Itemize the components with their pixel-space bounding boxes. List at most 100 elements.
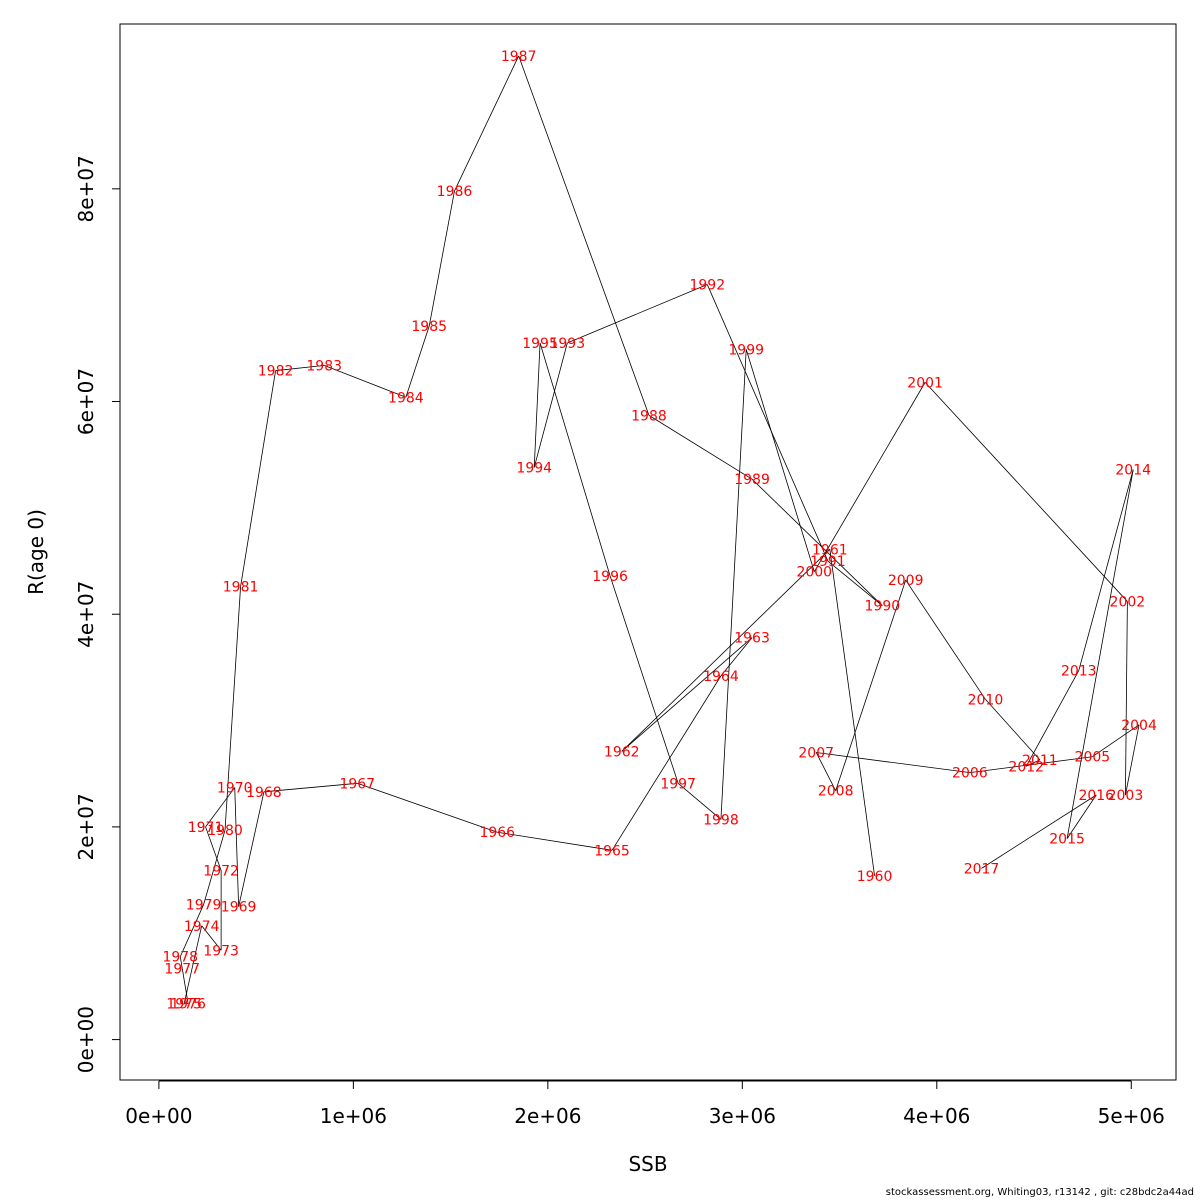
point-label-1993: 1993 (549, 336, 585, 352)
point-label-2011: 2011 (1022, 753, 1058, 769)
y-tick-label: 0e+00 (74, 1006, 98, 1073)
point-label-1990: 1990 (865, 599, 901, 615)
point-label-1995: 1995 (522, 336, 558, 352)
point-label-2000: 2000 (796, 565, 832, 581)
point-label-1991: 1991 (810, 554, 846, 570)
x-tick-label: 4e+06 (903, 1104, 970, 1128)
x-tick-label: 1e+06 (320, 1104, 387, 1128)
point-label-2015: 2015 (1049, 832, 1085, 848)
point-label-1968: 1968 (246, 785, 282, 801)
path-segment-1960-1961 (829, 549, 875, 876)
path-segment-1968-1969 (238, 791, 265, 907)
path-segment-1999-2000 (745, 349, 815, 572)
point-label-1974: 1974 (184, 919, 220, 935)
path-segment-2016-2017 (981, 794, 1097, 869)
path-segment-1978-1979 (179, 904, 204, 957)
path-segment-1985-1986 (428, 190, 455, 327)
x-tick-label: 0e+00 (125, 1104, 192, 1128)
path-segment-2004-2005 (1092, 724, 1140, 758)
path-segment-1974-1975 (183, 925, 203, 1004)
point-label-1986: 1986 (437, 184, 473, 200)
path-segment-1962-1963 (621, 637, 753, 752)
point-label-1978: 1978 (162, 950, 198, 966)
path-segment-2002-2003 (1125, 601, 1128, 796)
path-segment-1976-1977 (181, 968, 189, 1004)
point-label-2006: 2006 (952, 766, 988, 782)
path-segment-1970-1971 (205, 787, 236, 828)
x-tick-label: 5e+06 (1098, 1104, 1165, 1128)
point-label-1964: 1964 (703, 669, 739, 685)
point-label-1960: 1960 (857, 869, 893, 885)
path-segment-1981-1982 (240, 370, 276, 587)
y-tick-label: 2e+07 (74, 793, 98, 860)
point-label-1982: 1982 (258, 364, 294, 380)
point-label-1965: 1965 (594, 843, 630, 859)
point-label-1973: 1973 (203, 943, 239, 959)
path-segment-1982-1983 (275, 364, 325, 372)
point-label-2005: 2005 (1075, 750, 1111, 766)
point-label-1983: 1983 (306, 358, 342, 374)
path-segment-1986-1987 (454, 55, 520, 192)
path-segment-1973-1974 (201, 925, 222, 951)
point-label-1985: 1985 (411, 319, 447, 335)
point-label-2002: 2002 (1110, 594, 1146, 610)
path-segment-2000-2001 (813, 382, 926, 572)
point-label-1962: 1962 (604, 744, 640, 760)
point-label-2004: 2004 (1121, 718, 1157, 734)
path-segment-1996-1997 (609, 575, 679, 784)
path-segment-2010-2011 (985, 699, 1041, 761)
point-label-1969: 1969 (221, 900, 257, 916)
footer-credit: stockassessment.org, Whiting03, r13142 ,… (885, 1187, 1194, 1198)
path-segment-1977-1978 (179, 956, 183, 969)
point-label-1987: 1987 (501, 49, 537, 65)
path-segment-1963-1964 (720, 637, 753, 677)
point-label-1998: 1998 (703, 812, 739, 828)
path-segment-2003-2004 (1125, 724, 1140, 796)
path-segment-1995-1996 (539, 342, 611, 577)
year-labels: 1960 1961 1962 1963 1964 1965 1966 1967 1968 1969… (162, 49, 1156, 1013)
point-label-1976: 1976 (170, 996, 206, 1012)
point-label-1979: 1979 (186, 898, 222, 914)
y-tick-label: 6e+07 (74, 368, 98, 435)
path-segment-2012-2013 (1025, 670, 1080, 767)
path-segment-2005-2006 (969, 756, 1093, 774)
path-segment-1997-1998 (677, 782, 722, 820)
point-label-1992: 1992 (689, 278, 725, 294)
y-axis-title: R(age 0) (24, 509, 48, 595)
point-label-2012: 2012 (1008, 759, 1044, 775)
path-segment-1992-1993 (567, 284, 708, 344)
point-label-1994: 1994 (516, 460, 552, 476)
path-segment-1998-1999 (720, 349, 747, 820)
path-segment-2013-2014 (1078, 469, 1134, 671)
path-segment-1980-1981 (224, 586, 241, 831)
x-tick-label: 2e+06 (514, 1104, 581, 1128)
path-segment-1966-1967 (357, 782, 498, 833)
path-segment-2009-2010 (905, 579, 986, 700)
point-label-1984: 1984 (388, 390, 424, 406)
y-tick-label: 8e+07 (74, 155, 98, 222)
path-segment-2015-2016 (1066, 794, 1097, 839)
path-segment-2008-2009 (835, 580, 907, 791)
point-label-1999: 1999 (728, 342, 764, 358)
path-segment-1984-1985 (405, 325, 430, 398)
path-segment-1965-1966 (497, 831, 613, 851)
x-axis-title: SSB (628, 1152, 667, 1176)
point-label-1996: 1996 (592, 569, 628, 585)
plot-frame (119, 23, 1177, 1081)
point-label-2010: 2010 (968, 692, 1004, 708)
path-segment-1967-1968 (263, 782, 358, 793)
point-label-2008: 2008 (818, 784, 854, 800)
point-label-1967: 1967 (339, 776, 375, 792)
point-label-2009: 2009 (888, 573, 924, 589)
path-segment-1964-1965 (611, 675, 722, 851)
y-axis: 0e+00 2e+07 4e+07 6e+07 8e+07 (74, 155, 121, 1073)
point-label-1977: 1977 (164, 961, 200, 977)
point-label-1961: 1961 (812, 542, 848, 558)
point-label-1966: 1966 (479, 825, 515, 841)
path-segment-1971-1972 (205, 826, 222, 871)
point-label-2016: 2016 (1078, 788, 1114, 804)
path-segment-1987-1988 (518, 55, 650, 416)
point-label-1989: 1989 (734, 472, 770, 488)
y-tick-label: 4e+07 (74, 581, 98, 648)
path-segment-1991-1992 (706, 284, 829, 562)
